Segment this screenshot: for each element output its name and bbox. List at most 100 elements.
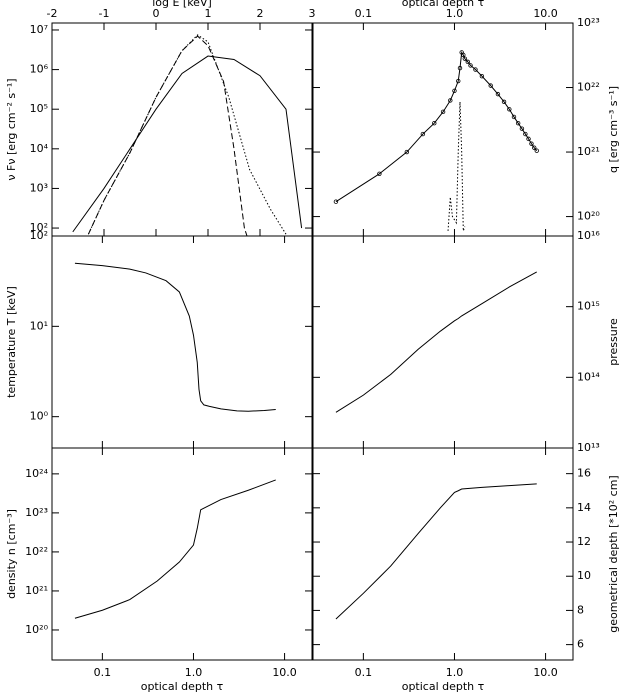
data-point — [501, 99, 507, 105]
y-tick-label: 10²⁰ — [577, 210, 600, 223]
series-line — [335, 271, 537, 413]
data-point — [526, 136, 531, 142]
x-axis-label: optical depth τ — [402, 0, 485, 9]
y-tick-label: 10²⁴ — [25, 467, 48, 480]
x-tick-label: 10.0 — [272, 666, 297, 679]
data-point — [507, 107, 512, 112]
y-tick-label: 10²¹ — [25, 584, 48, 597]
series-line — [74, 479, 276, 619]
data-point — [515, 120, 521, 126]
y-tick-label: 10⁵ — [30, 102, 48, 115]
data-point — [456, 78, 461, 84]
y-tick-label: 10² — [30, 221, 48, 234]
data-point — [529, 141, 534, 146]
y-tick-label: 10¹³ — [577, 441, 600, 454]
y-tick-label: 6 — [577, 638, 584, 651]
y-tick-label: 10¹⁶ — [577, 229, 600, 242]
y-tick-label: 10 — [577, 569, 591, 582]
panel-frame — [312, 22, 574, 237]
data-point — [461, 52, 466, 58]
panel: 10⁰ 10¹ 10² temperature T [keV] — [5, 229, 313, 449]
panel-frame — [312, 235, 574, 449]
y-tick-label: 10²³ — [577, 16, 600, 29]
y-tick-label: 10¹⁴ — [577, 370, 600, 383]
y-axis-label: density n [cm⁻³] — [5, 509, 18, 599]
y-tick-label: 10⁶ — [30, 63, 49, 76]
x-tick-label: 0.1 — [355, 666, 373, 679]
x-axis-label: optical depth τ — [141, 680, 224, 693]
data-point — [377, 171, 382, 177]
x-tick-label: 2 — [257, 7, 264, 20]
y-tick-label: 10²² — [577, 81, 600, 94]
data-point — [457, 65, 463, 71]
series-line — [87, 35, 248, 236]
y-tick-label: 10²² — [25, 545, 48, 558]
x-axis-label: log E [keV] — [152, 0, 212, 9]
data-point — [519, 126, 525, 131]
panel: -2 -1 0 1 2 3 log E [keV] 10² 10³ 10⁴ 10⁵ 10⁶ 10⁷ ν F… — [5, 0, 316, 237]
data-point — [448, 98, 453, 103]
panel-frame — [312, 447, 574, 661]
x-tick-label: 1.0 — [446, 7, 464, 20]
panel-frame — [51, 22, 313, 237]
x-tick-label: 1.0 — [185, 666, 203, 679]
x-tick-label: 0.1 — [94, 666, 112, 679]
y-axis-label: temperature T [keV] — [5, 286, 18, 398]
data-point — [495, 91, 501, 97]
data-point — [420, 131, 426, 137]
y-tick-label: 12 — [577, 535, 591, 548]
x-tick-label: 1 — [205, 7, 212, 20]
x-tick-label: -2 — [47, 7, 58, 20]
data-point — [479, 73, 485, 79]
data-point — [468, 63, 473, 68]
y-tick-label: 14 — [577, 501, 591, 514]
x-tick-label: 10.0 — [533, 7, 558, 20]
y-tick-label: 10³ — [30, 181, 48, 194]
y-axis-label: ν Fν [erg cm⁻² s⁻¹] — [5, 78, 18, 180]
x-axis-label: optical depth τ — [402, 680, 485, 693]
data-point — [404, 149, 410, 155]
series-line — [74, 262, 276, 412]
y-tick-label: 10⁷ — [30, 23, 48, 36]
series-line — [335, 50, 538, 203]
data-point — [452, 88, 457, 93]
data-point — [465, 59, 470, 65]
x-tick-label: 3 — [309, 7, 316, 20]
data-point — [333, 199, 339, 204]
y-tick-label: 10¹⁵ — [577, 300, 600, 313]
data-point — [432, 120, 437, 126]
panel: 0.1 1.0 10.0 optical depth τ 10²⁰ 10²¹ 10²² 10²… — [312, 0, 620, 237]
y-tick-label: 10²⁰ — [25, 623, 48, 636]
panel: 10¹³ 10¹⁴ 10¹⁵ 10¹⁶ pressure — [312, 229, 620, 454]
y-tick-label: 10⁴ — [30, 142, 49, 155]
x-tick-label: 0 — [153, 7, 160, 20]
panel: 0.1 1.0 10.0 optical depth τ 10²⁰ 10²¹ 10²² 10²… — [5, 447, 313, 693]
y-tick-label: 8 — [577, 603, 584, 616]
data-point — [462, 56, 468, 61]
y-tick-label: 10²¹ — [577, 145, 600, 158]
data-point — [473, 67, 478, 72]
y-axis-label: geometrical depth [*10² cm] — [607, 475, 620, 632]
data-point — [488, 83, 493, 88]
x-tick-label: 0.1 — [355, 7, 373, 20]
x-tick-label: 10.0 — [533, 666, 558, 679]
x-tick-label: 1.0 — [446, 666, 464, 679]
y-axis-label: q [erg cm⁻³ s⁻¹] — [607, 86, 620, 173]
y-tick-label: 10² — [30, 229, 48, 242]
series-line — [335, 483, 537, 620]
data-point — [440, 109, 446, 115]
data-point — [531, 145, 537, 150]
series-line — [87, 34, 287, 235]
data-point — [511, 114, 517, 120]
x-tick-label: -1 — [99, 7, 110, 20]
y-tick-label: 10¹ — [30, 319, 48, 332]
y-tick-label: 10²³ — [25, 506, 48, 519]
y-tick-label: 16 — [577, 467, 591, 480]
y-axis-label: pressure — [607, 318, 620, 366]
data-point — [534, 148, 539, 153]
series-line — [447, 101, 466, 232]
panel-frame — [51, 235, 313, 449]
panel-frame — [51, 447, 313, 661]
data-point — [523, 131, 528, 137]
